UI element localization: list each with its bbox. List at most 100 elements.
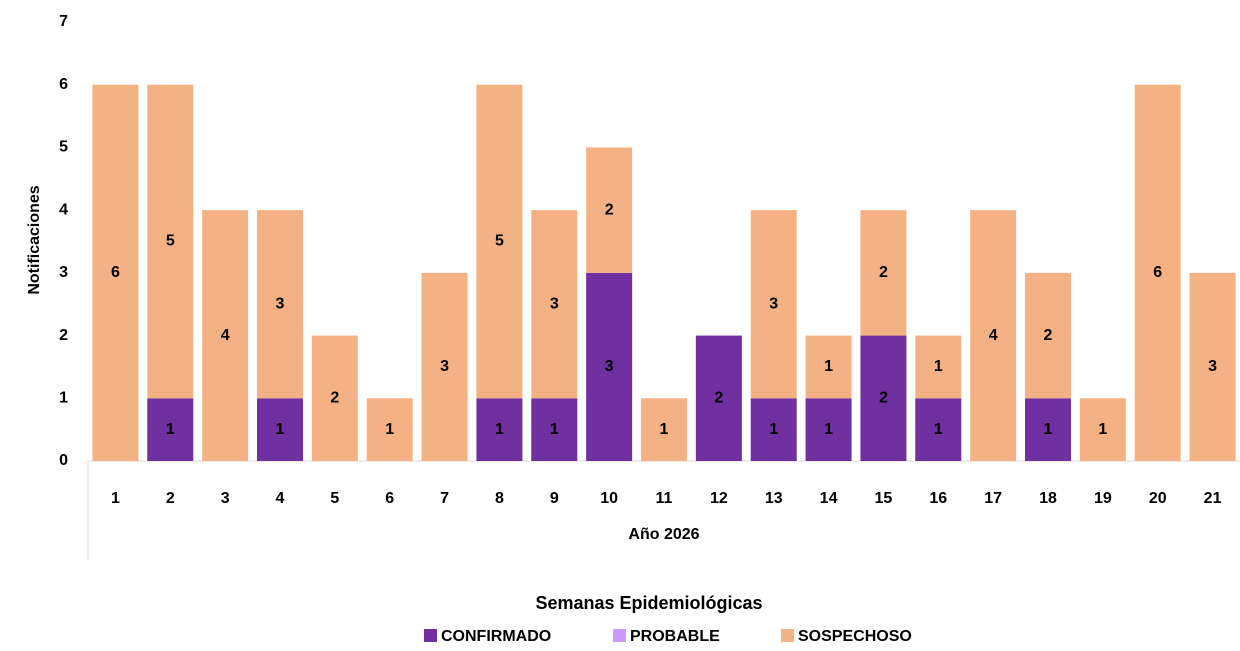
bar-segment [257,210,303,399]
bar-segment [750,398,797,461]
bar-segment [311,335,358,461]
x-tick-label: 11 [656,490,673,507]
data-label: 3 [769,295,778,312]
data-label: 4 [221,327,230,344]
data-label: 2 [1044,327,1053,344]
x-tick-label: 12 [710,490,728,507]
data-label: 2 [605,201,614,218]
bar-segment [860,335,907,461]
data-label: 1 [385,421,394,438]
legend-label: SOSPECHOSO [798,628,912,645]
data-label: 1 [276,421,285,438]
bar-segment [915,398,962,461]
x-tick-label: 8 [495,490,504,507]
data-label: 3 [550,295,559,312]
bar-segment [695,335,742,461]
bar-segment [641,398,687,461]
data-label: 1 [166,421,175,438]
x-tick-label: 19 [1094,490,1112,507]
x-tick-label: 6 [385,490,394,507]
data-label: 6 [111,264,120,281]
bar-segment [531,398,578,461]
data-label: 3 [605,358,614,375]
data-label: 1 [824,421,833,438]
x-tick-label: 16 [929,490,947,507]
y-tick-label: 5 [59,139,68,156]
bar-segment [1189,272,1236,461]
bar-segment [805,398,852,461]
x-tick-label: 20 [1149,490,1167,507]
x-tick-label: 17 [984,490,1002,507]
data-label: 1 [1044,421,1053,438]
x-tick-label: 18 [1039,490,1057,507]
bar-segment [257,398,303,461]
bar-segment [147,398,194,461]
bar-segment [860,210,907,336]
bar-segment [750,210,797,399]
legend-label: CONFIRMADO [441,628,551,645]
x-group-title: Semanas Epidemiológicas [535,593,762,613]
x-tick-label: 10 [600,490,618,507]
data-label: 3 [440,358,449,375]
bar-segment [531,210,578,399]
data-label: 3 [1208,358,1217,375]
y-tick-label: 2 [59,327,68,344]
bar-segment [1134,84,1181,461]
bar-segment [366,398,413,461]
x-axis-title: Año 2026 [628,526,699,543]
data-label: 1 [495,421,504,438]
bar-segment [805,335,852,399]
bar-segment [476,84,523,399]
x-tick-label: 21 [1204,490,1222,507]
y-tick-label: 1 [59,390,68,407]
bar-segment [147,84,194,399]
data-label: 4 [989,327,998,344]
legend-swatch [613,629,626,642]
data-label: 2 [879,390,888,407]
data-label: 1 [550,421,559,438]
data-label: 1 [769,421,778,438]
y-tick-label: 0 [59,452,68,469]
legend-swatch [424,629,437,642]
data-label: 5 [495,233,504,250]
data-label: 2 [714,390,723,407]
data-label: 3 [276,295,285,312]
x-tick-label: 4 [276,490,285,507]
bar-segment [586,272,633,461]
x-tick-label: 13 [765,490,783,507]
legend-label: PROBABLE [630,628,720,645]
bar-segment [915,335,962,399]
y-tick-label: 6 [59,76,68,93]
bar-segment [1025,272,1071,399]
data-label: 1 [660,421,669,438]
x-tick-label: 3 [221,490,230,507]
bar-segment [1079,398,1126,461]
y-tick-label: 7 [59,13,68,30]
data-label: 1 [1098,421,1107,438]
x-tick-label: 2 [166,490,175,507]
x-tick-label: 7 [440,490,449,507]
x-tick-label: 5 [330,490,339,507]
data-label: 5 [166,233,175,250]
bar-segment [202,210,249,461]
data-label: 1 [934,421,943,438]
data-label: 2 [879,264,888,281]
data-label: 1 [824,358,833,375]
bar-segment [1025,398,1071,461]
y-tick-label: 4 [59,201,68,218]
bar-segment [476,398,523,461]
y-axis-title: Notificaciones [26,185,43,294]
data-label: 1 [934,358,943,375]
x-tick-label: 9 [550,490,559,507]
legend-swatch [781,629,794,642]
x-tick-label: 15 [875,490,893,507]
y-tick-label: 3 [59,264,68,281]
bar-segment [421,272,468,461]
bar-segment [586,147,633,273]
x-tick-label: 1 [111,490,120,507]
bar-segment [970,210,1017,461]
bar-segment [92,84,139,461]
data-label: 2 [330,390,339,407]
x-tick-label: 14 [820,490,838,507]
